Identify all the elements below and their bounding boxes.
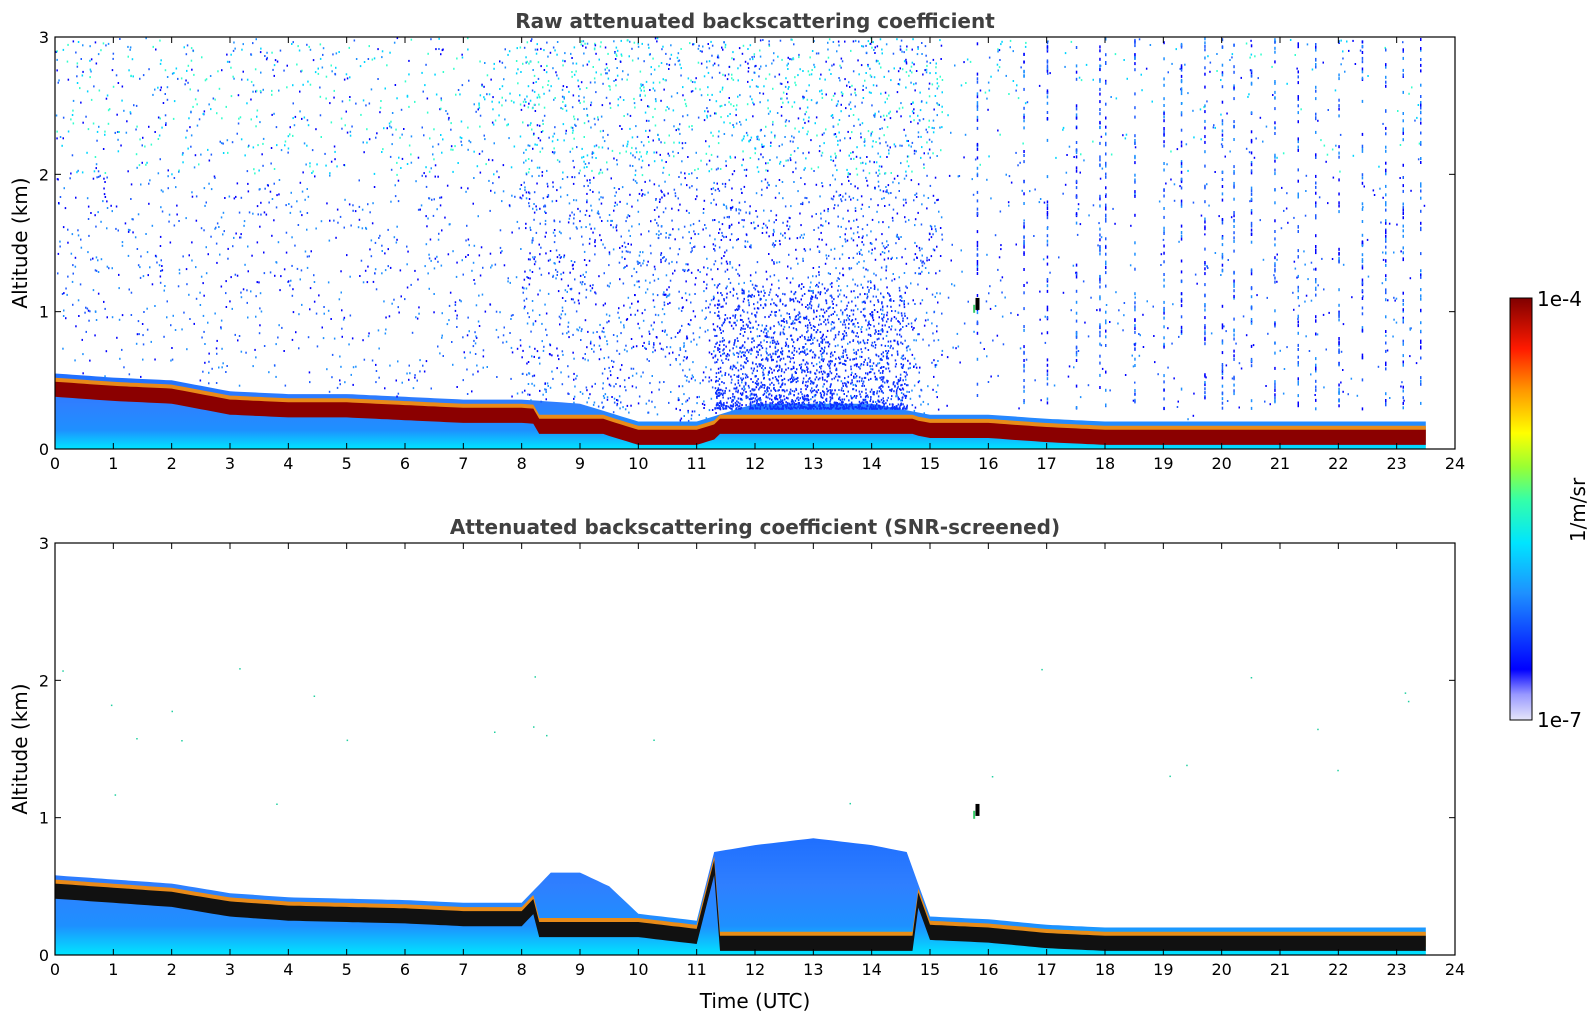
heatmap-screened bbox=[55, 668, 1426, 955]
axes-raw: 0 1 2 3 4 5 6 7 8 9 10 11 12 13 14 15 16 17 18 19 20 21 22 23 24… bbox=[39, 28, 1465, 473]
x-tick-label: 8 bbox=[517, 960, 527, 979]
x-tick-label: 22 bbox=[1328, 960, 1348, 979]
boundary-layer-area bbox=[55, 838, 1426, 955]
colorbar-max-label: 1e-4 bbox=[1537, 287, 1582, 311]
aerosol-layer bbox=[55, 860, 1426, 951]
x-tick-label: 19 bbox=[1153, 960, 1173, 979]
x-tick-label: 1 bbox=[108, 454, 118, 473]
x-tick-label: 8 bbox=[517, 454, 527, 473]
x-tick-label: 1 bbox=[108, 960, 118, 979]
x-tick-label: 11 bbox=[686, 454, 706, 473]
x-tick-label: 17 bbox=[1036, 960, 1056, 979]
aerosol-layer bbox=[55, 381, 1426, 445]
panel-raw: Raw attenuated backscattering coefficien… bbox=[8, 9, 1465, 473]
x-tick-label: 18 bbox=[1095, 454, 1115, 473]
x-tick-label: 0 bbox=[50, 960, 60, 979]
colorbar-unit-label: 1/m/sr bbox=[1566, 477, 1590, 542]
noise-speckles bbox=[62, 668, 1410, 805]
x-tick-label: 24 bbox=[1445, 454, 1465, 473]
heatmap-raw bbox=[55, 37, 1426, 449]
x-tick-label: 18 bbox=[1095, 960, 1115, 979]
x-tick-label: 4 bbox=[283, 960, 293, 979]
x-tick-label: 2 bbox=[167, 960, 177, 979]
y-axis-label-screened: Altitude (km) bbox=[8, 683, 32, 814]
x-tick-label: 12 bbox=[745, 454, 765, 473]
y-axis-label-raw: Altitude (km) bbox=[8, 177, 32, 308]
x-tick-label: 16 bbox=[978, 454, 998, 473]
y-tick-label: 2 bbox=[39, 165, 49, 184]
y-tick-label: 1 bbox=[39, 303, 49, 322]
x-tick-label: 16 bbox=[978, 960, 998, 979]
x-tick-label: 17 bbox=[1036, 454, 1056, 473]
chart-title-screened: Attenuated backscattering coefficient (S… bbox=[450, 515, 1060, 539]
chart-title-raw: Raw attenuated backscattering coefficien… bbox=[515, 9, 995, 33]
x-axis-label: Time (UTC) bbox=[699, 989, 811, 1013]
x-tick-label: 5 bbox=[342, 454, 352, 473]
small-feature bbox=[975, 803, 980, 816]
x-tick-label: 2 bbox=[167, 454, 177, 473]
aerosol-rim bbox=[55, 377, 1426, 441]
panel-screened: Attenuated backscattering coefficient (S… bbox=[8, 515, 1465, 1013]
x-tick-label: 3 bbox=[225, 960, 235, 979]
y-tick-label: 3 bbox=[39, 534, 49, 553]
x-tick-label: 15 bbox=[920, 454, 940, 473]
x-tick-label: 4 bbox=[283, 454, 293, 473]
x-tick-label: 11 bbox=[686, 960, 706, 979]
x-tick-label: 23 bbox=[1386, 960, 1406, 979]
y-tick-label: 0 bbox=[39, 440, 49, 459]
colorbar-gradient bbox=[1509, 297, 1533, 721]
colorbar: 1e-4 1e-7 1/m/sr bbox=[1509, 287, 1590, 732]
x-tick-label: 23 bbox=[1386, 454, 1406, 473]
x-tick-label: 21 bbox=[1270, 454, 1290, 473]
plot-frame-raw bbox=[54, 36, 1456, 450]
x-tick-label: 15 bbox=[920, 960, 940, 979]
x-tick-label: 14 bbox=[861, 454, 881, 473]
x-tick-label: 20 bbox=[1211, 454, 1231, 473]
x-tick-label: 10 bbox=[628, 454, 648, 473]
axes-screened: 0 1 2 3 4 5 6 7 8 9 10 11 12 13 14 15 16 17 18 19 20 21 22 23 24… bbox=[39, 534, 1465, 979]
noise-speckles bbox=[55, 37, 1426, 422]
x-tick-label: 10 bbox=[628, 960, 648, 979]
x-tick-label: 20 bbox=[1211, 960, 1231, 979]
x-tick-label: 13 bbox=[803, 454, 823, 473]
x-tick-label: 0 bbox=[50, 454, 60, 473]
y-tick-label: 1 bbox=[39, 809, 49, 828]
small-feature bbox=[975, 297, 980, 310]
y-tick-label: 2 bbox=[39, 671, 49, 690]
y-tick-label: 0 bbox=[39, 946, 49, 965]
x-tick-label: 9 bbox=[575, 960, 585, 979]
x-tick-label: 6 bbox=[400, 454, 410, 473]
x-tick-label: 6 bbox=[400, 960, 410, 979]
x-tick-label: 5 bbox=[342, 960, 352, 979]
x-tick-label: 7 bbox=[458, 454, 468, 473]
x-tick-label: 24 bbox=[1445, 960, 1465, 979]
x-tick-label: 3 bbox=[225, 454, 235, 473]
x-tick-label: 12 bbox=[745, 960, 765, 979]
x-tick-label: 21 bbox=[1270, 960, 1290, 979]
x-tick-label: 14 bbox=[861, 960, 881, 979]
x-tick-label: 19 bbox=[1153, 454, 1173, 473]
x-tick-label: 22 bbox=[1328, 454, 1348, 473]
x-tick-label: 13 bbox=[803, 960, 823, 979]
x-tick-label: 9 bbox=[575, 454, 585, 473]
colorbar-min-label: 1e-7 bbox=[1537, 708, 1582, 732]
y-tick-label: 3 bbox=[39, 28, 49, 47]
x-tick-label: 7 bbox=[458, 960, 468, 979]
